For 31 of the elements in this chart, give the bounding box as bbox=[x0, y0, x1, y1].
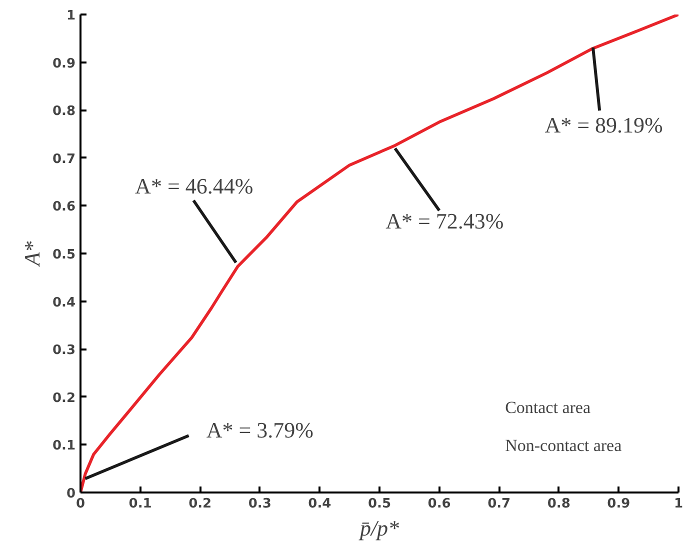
x-tick-label: 0.1 bbox=[128, 496, 152, 512]
y-tick-label: 0.2 bbox=[52, 390, 76, 406]
y-tick-label: 0.6 bbox=[52, 200, 76, 215]
y-tick-label: 0 bbox=[66, 486, 76, 502]
y-tick-label: 0.8 bbox=[52, 104, 76, 120]
x-tick-label: 0.6 bbox=[428, 496, 451, 512]
y-tick-label: 0.5 bbox=[52, 248, 76, 262]
y-tick-label: 0.1 bbox=[52, 438, 76, 454]
y-tick-label: 0.3 bbox=[52, 343, 76, 358]
x-tick-label: 0.2 bbox=[188, 496, 212, 512]
annotation: A* = 3.79% bbox=[206, 417, 314, 442]
annotation: Contact area bbox=[505, 398, 591, 418]
x-tick-label: 0 bbox=[76, 496, 86, 512]
y-tick-label: 0.9 bbox=[52, 56, 76, 72]
x-tick-label: 0.8 bbox=[547, 496, 570, 512]
annotation: Non-contact area bbox=[505, 436, 622, 456]
y-tick-label: 0.7 bbox=[52, 152, 76, 167]
x-tick-label: 1 bbox=[674, 496, 684, 512]
line-series bbox=[80, 14, 678, 492]
x-tick-label: 0.5 bbox=[368, 496, 392, 512]
x-tick-label: 0.3 bbox=[248, 496, 272, 512]
annotation: A* = 72.43% bbox=[386, 208, 504, 234]
annotation: A* = 46.44% bbox=[135, 174, 254, 199]
x-tick-label: 0.9 bbox=[607, 496, 630, 512]
y-tick-label: 0.4 bbox=[52, 295, 76, 310]
x-axis-title: p̄/p* bbox=[358, 516, 400, 540]
x-tick-label: 0.4 bbox=[308, 496, 332, 512]
annotation: A* = 89.19% bbox=[544, 112, 663, 138]
y-tick-label: 1 bbox=[66, 8, 76, 24]
y-axis-title: A* bbox=[19, 241, 44, 268]
x-tick-label: 0.7 bbox=[488, 496, 511, 512]
